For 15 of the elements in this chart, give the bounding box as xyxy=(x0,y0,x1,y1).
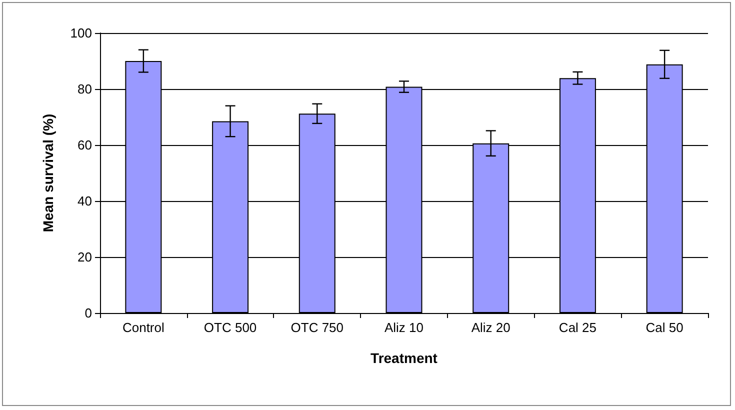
y-tick-label: 40 xyxy=(78,194,92,208)
y-tick-label: 60 xyxy=(78,138,92,152)
y-tick-label: 20 xyxy=(78,250,92,264)
x-tick-label: Cal 25 xyxy=(558,320,597,335)
x-tick-label: Control xyxy=(122,320,164,335)
x-tick-label: OTC 500 xyxy=(204,320,257,335)
y-tick-label: 0 xyxy=(84,306,92,320)
x-tick-label: Aliz 20 xyxy=(471,320,510,335)
x-tick-label: OTC 750 xyxy=(290,320,344,335)
x-tick-label: Cal 50 xyxy=(646,320,684,335)
y-tick-label: 100 xyxy=(70,26,92,40)
x-tick-label: Aliz 10 xyxy=(384,320,424,335)
y-tick-label: 80 xyxy=(78,82,92,96)
x-axis-title: Treatment xyxy=(370,350,438,366)
y-axis-title: Mean survival (%) xyxy=(40,114,56,232)
